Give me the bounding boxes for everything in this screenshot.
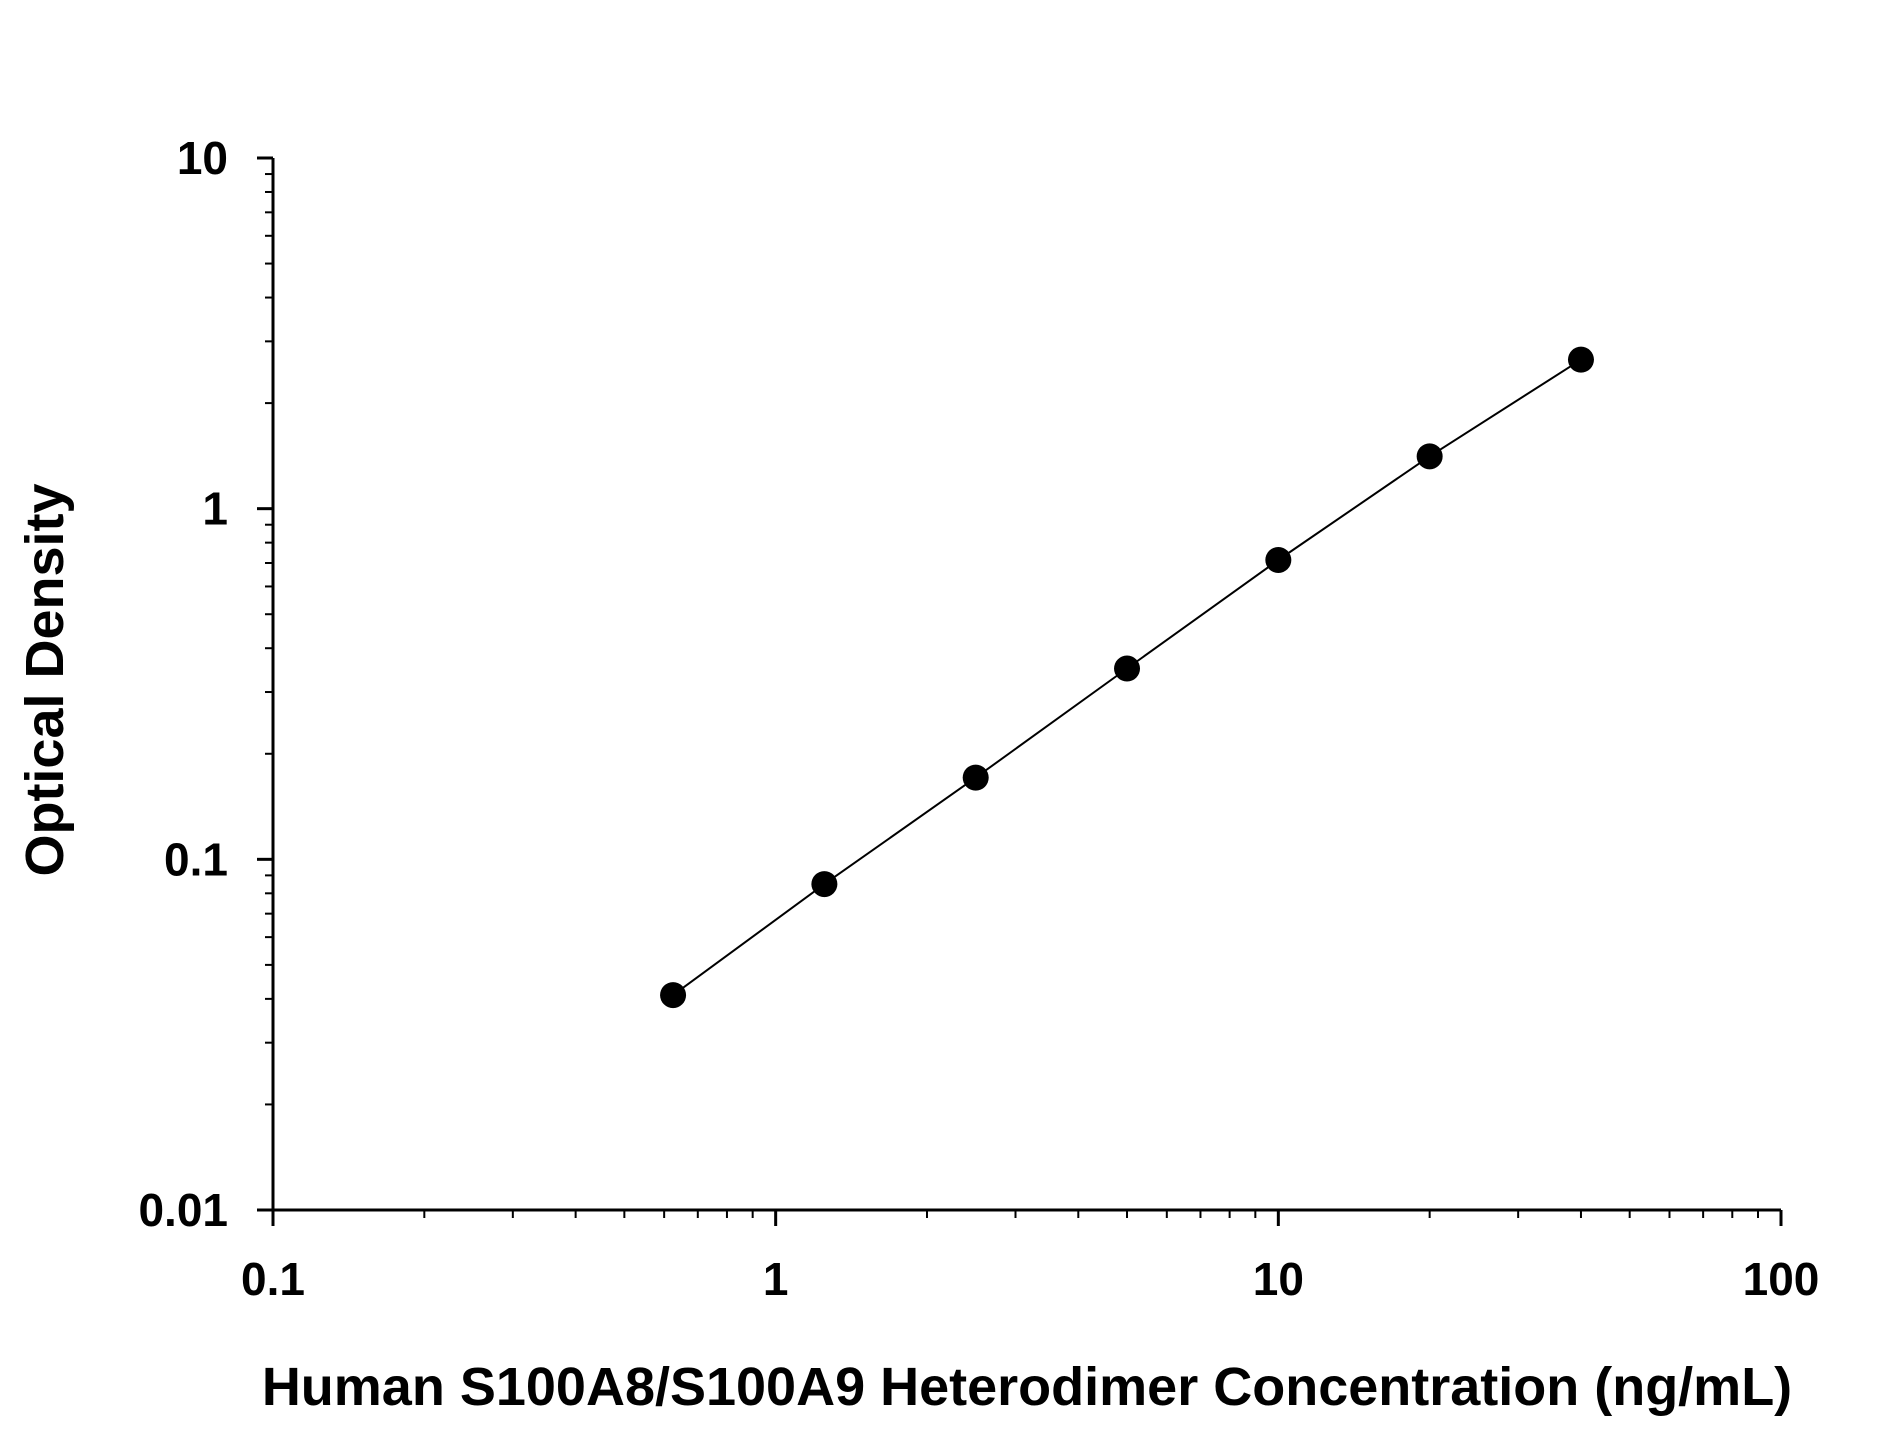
x-axis-title: Human S100A8/S100A9 Heterodimer Concentr… <box>262 1357 1792 1417</box>
data-point <box>962 764 989 791</box>
data-series <box>660 346 1594 1009</box>
data-point <box>1114 655 1141 682</box>
data-point <box>1416 443 1443 470</box>
y-tick-label: 0.1 <box>164 833 228 885</box>
x-tick-label: 100 <box>1743 1253 1820 1305</box>
y-tick-label: 10 <box>177 132 228 184</box>
y-axis-title: Optical Density <box>15 483 75 876</box>
y-tick-label: 1 <box>202 483 228 535</box>
data-point <box>660 982 687 1009</box>
x-tick-label: 0.1 <box>241 1253 305 1305</box>
y-tick-label: 0.01 <box>138 1184 228 1236</box>
data-point <box>1567 346 1594 373</box>
data-point <box>811 871 838 898</box>
data-point <box>1265 546 1292 573</box>
x-tick-label: 10 <box>1253 1253 1304 1305</box>
x-tick-label: 1 <box>763 1253 789 1305</box>
